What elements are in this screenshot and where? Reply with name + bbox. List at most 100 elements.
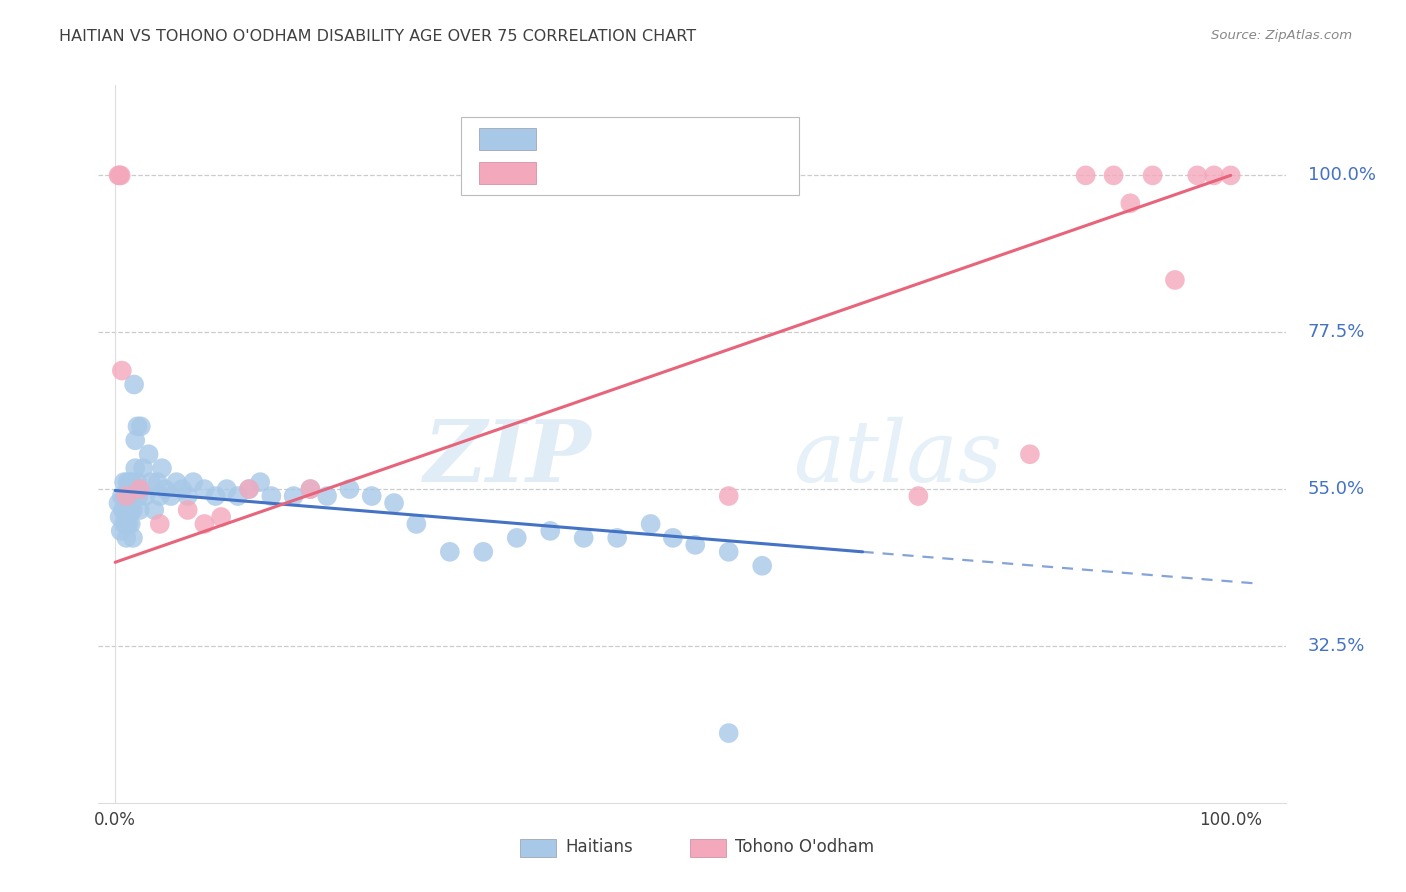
Point: [405, 516, 427, 531]
Point: [472, 545, 495, 559]
Point: [107, 169, 129, 183]
Point: [111, 363, 134, 377]
Point: [717, 726, 740, 740]
Text: 55.0%: 55.0%: [1308, 480, 1365, 498]
Point: [110, 524, 132, 538]
Point: [260, 489, 283, 503]
Text: Source: ZipAtlas.com: Source: ZipAtlas.com: [1212, 29, 1353, 42]
Point: [204, 489, 226, 503]
Point: [108, 510, 131, 524]
Point: [606, 531, 628, 545]
Point: [128, 503, 150, 517]
Point: [572, 531, 595, 545]
Point: [117, 475, 139, 489]
Point: [117, 503, 139, 517]
Point: [683, 538, 706, 552]
FancyBboxPatch shape: [461, 117, 800, 194]
Point: [150, 461, 173, 475]
Point: [215, 482, 238, 496]
Point: [122, 503, 145, 517]
Point: [149, 516, 172, 531]
Point: [120, 516, 142, 531]
Point: [1219, 169, 1241, 183]
Point: [1187, 169, 1209, 183]
Text: N = 70: N = 70: [720, 129, 793, 148]
Point: [717, 489, 740, 503]
Point: [139, 475, 162, 489]
Point: [111, 503, 134, 517]
Point: [360, 489, 382, 503]
Point: [226, 489, 249, 503]
Point: [1142, 169, 1164, 183]
Point: [128, 489, 150, 503]
Point: [138, 447, 160, 461]
Point: [110, 169, 132, 183]
Bar: [520, 838, 555, 857]
Point: [299, 482, 322, 496]
Point: [1102, 169, 1125, 183]
Point: [132, 461, 155, 475]
Point: [1119, 196, 1142, 211]
Point: [160, 489, 183, 503]
Point: [112, 475, 135, 489]
Point: [299, 482, 322, 496]
Point: [238, 482, 260, 496]
Point: [155, 482, 177, 496]
Point: [134, 489, 156, 503]
Point: [112, 516, 135, 531]
Point: [107, 496, 129, 510]
Text: R = -0.262: R = -0.262: [554, 129, 651, 148]
Point: [122, 531, 145, 545]
Text: Haitians: Haitians: [565, 838, 633, 856]
Point: [506, 531, 529, 545]
Point: [127, 419, 149, 434]
Point: [238, 482, 260, 496]
Point: [114, 489, 136, 503]
Bar: [478, 128, 536, 150]
Point: [146, 475, 169, 489]
Point: [124, 434, 146, 448]
Point: [193, 482, 215, 496]
Point: [166, 475, 188, 489]
Point: [193, 516, 215, 531]
Text: HAITIAN VS TOHONO O'ODHAM DISABILITY AGE OVER 75 CORRELATION CHART: HAITIAN VS TOHONO O'ODHAM DISABILITY AGE…: [59, 29, 696, 44]
Point: [538, 524, 561, 538]
Point: [249, 475, 271, 489]
Point: [662, 531, 685, 545]
Point: [1202, 169, 1225, 183]
Text: ZIP: ZIP: [423, 417, 592, 500]
Point: [127, 475, 149, 489]
Point: [114, 503, 136, 517]
Point: [209, 510, 232, 524]
Point: [176, 503, 198, 517]
Point: [717, 545, 740, 559]
Point: [751, 558, 773, 573]
Point: [117, 516, 139, 531]
Point: [121, 489, 143, 503]
Text: 77.5%: 77.5%: [1308, 323, 1365, 342]
Point: [439, 545, 461, 559]
Point: [149, 489, 172, 503]
Bar: [478, 162, 536, 184]
Point: [120, 503, 142, 517]
Text: Tohono O'odham: Tohono O'odham: [735, 838, 875, 856]
Point: [181, 475, 204, 489]
Text: atlas: atlas: [793, 417, 1002, 500]
Bar: [690, 838, 725, 857]
Point: [316, 489, 339, 503]
Point: [172, 482, 194, 496]
Point: [128, 482, 150, 496]
Point: [129, 419, 152, 434]
Point: [640, 516, 662, 531]
Point: [108, 169, 131, 183]
Point: [283, 489, 305, 503]
Text: N = 23: N = 23: [720, 163, 793, 182]
Point: [176, 489, 198, 503]
Point: [111, 489, 134, 503]
Point: [121, 475, 143, 489]
Point: [1019, 447, 1042, 461]
Point: [115, 489, 138, 503]
Point: [117, 489, 139, 503]
Point: [1164, 273, 1187, 287]
Point: [115, 531, 138, 545]
